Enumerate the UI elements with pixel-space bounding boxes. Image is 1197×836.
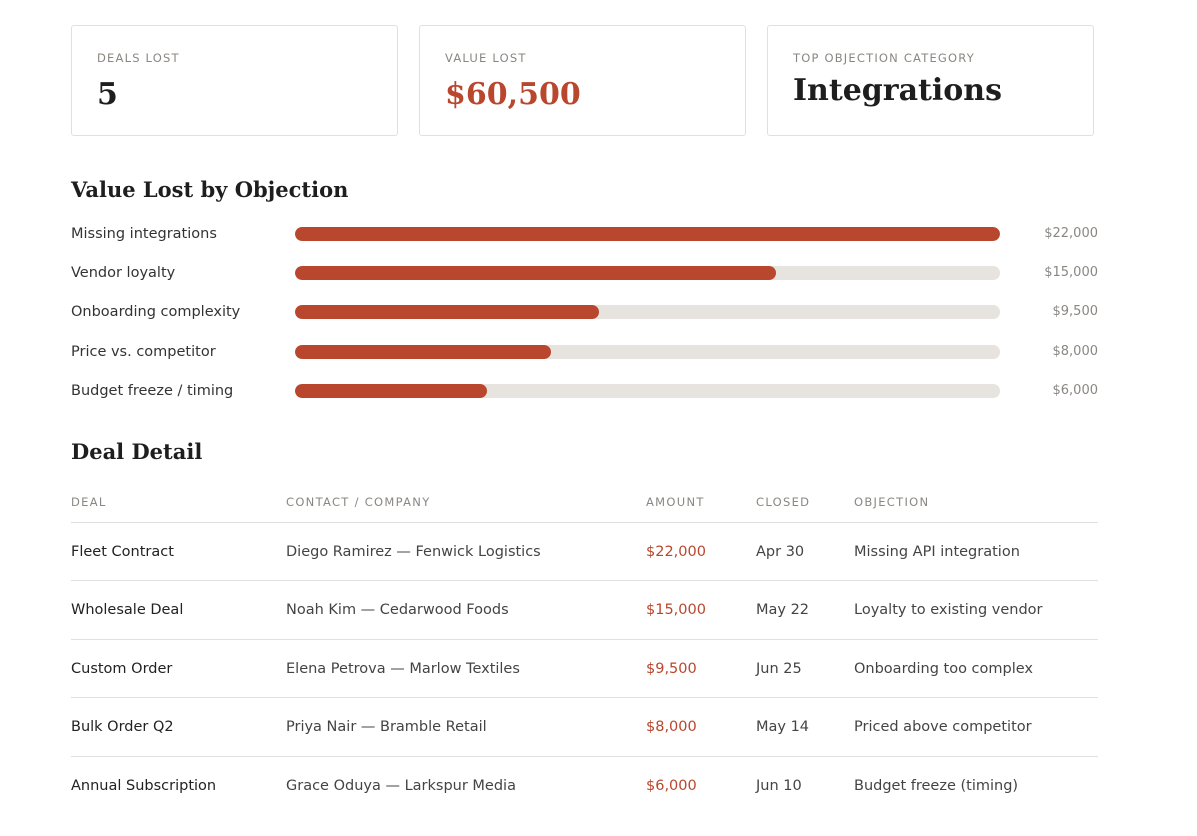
kpi-value: $60,500 bbox=[445, 77, 581, 112]
kpi-label: VALUE LOST bbox=[445, 51, 527, 65]
deal-cell: Bulk Order Q2 bbox=[71, 697, 286, 757]
amount-cell: $9,500 bbox=[646, 639, 756, 699]
bar-value-label: $8,000 bbox=[1052, 343, 1099, 359]
bar-category-label: Onboarding complexity bbox=[71, 304, 241, 321]
objection-cell: Missing API integration bbox=[854, 522, 1098, 582]
kpi-value: 5 bbox=[97, 77, 118, 112]
kpi-card-deals-lost: DEALS LOST 5 bbox=[71, 25, 398, 136]
bar-fill bbox=[295, 266, 776, 281]
table-header-row: DEAL CONTACT / COMPANY AMOUNT CLOSED OBJ… bbox=[71, 481, 1098, 523]
deal-cell: Custom Order bbox=[71, 639, 286, 699]
objection-cell: Budget freeze (timing) bbox=[854, 777, 1019, 794]
contact-cell: Priya Nair — Bramble Retail bbox=[286, 697, 646, 757]
objection-cell: Priced above competitor bbox=[854, 697, 1098, 757]
bar-fill bbox=[295, 383, 488, 398]
table-row: Fleet Contract Diego Ramirez — Fenwick Lo… bbox=[71, 522, 1098, 582]
contact-cell: Elena Petrova — Marlow Textiles bbox=[286, 639, 646, 699]
table-row: Annual Subscription Grace Oduya — Larkspu… bbox=[71, 756, 1098, 814]
bar-fill bbox=[295, 305, 600, 320]
deal-cell: Annual Subscription bbox=[71, 777, 217, 794]
deal-cell: Fleet Contract bbox=[71, 522, 286, 582]
objection-cell: Onboarding too complex bbox=[854, 639, 1098, 699]
bar-category-label: Budget freeze / timing bbox=[71, 382, 234, 399]
bar-track bbox=[295, 305, 1000, 320]
amount-cell: $22,000 bbox=[646, 522, 756, 582]
bar-category-label: Vendor loyalty bbox=[71, 265, 176, 282]
bar-fill bbox=[295, 344, 552, 359]
kpi-value: Integrations bbox=[793, 73, 1002, 108]
closed-cell: Apr 30 bbox=[756, 522, 854, 582]
deal-cell: Wholesale Deal bbox=[71, 580, 286, 640]
bar-category-label: Price vs. competitor bbox=[71, 343, 216, 360]
column-header-closed: CLOSED bbox=[756, 481, 854, 523]
bar-value-label: $15,000 bbox=[1044, 265, 1098, 281]
bar-value-label: $22,000 bbox=[1044, 226, 1098, 241]
table-row: Bulk Order Q2 Priya Nair — Bramble Retail… bbox=[71, 697, 1098, 757]
closed-cell: Jun 10 bbox=[756, 777, 802, 794]
closed-cell: May 22 bbox=[756, 580, 854, 640]
bar-fill bbox=[295, 227, 1000, 241]
objection-bar-chart: Missing integrations $22,000 Vendor loyalt… bbox=[71, 218, 1098, 414]
column-header-contact: CONTACT / COMPANY bbox=[286, 481, 646, 523]
deal-detail-title: Deal Detail bbox=[71, 438, 203, 464]
closed-cell: Jun 25 bbox=[756, 639, 854, 699]
bar-value-label: $6,000 bbox=[1052, 382, 1099, 398]
contact-cell: Diego Ramirez — Fenwick Logistics bbox=[286, 522, 646, 582]
amount-cell: $8,000 bbox=[646, 697, 756, 757]
amount-cell: $6,000 bbox=[646, 777, 697, 794]
contact-cell: Noah Kim — Cedarwood Foods bbox=[286, 580, 646, 640]
table-row: Wholesale Deal Noah Kim — Cedarwood Foods… bbox=[71, 580, 1098, 640]
closed-cell: May 14 bbox=[756, 697, 854, 757]
contact-cell: Grace Oduya — Larkspur Media bbox=[286, 777, 516, 794]
column-header-objection: OBJECTION bbox=[854, 481, 1098, 523]
bar-row: Vendor loyalty $15,000 bbox=[71, 257, 1098, 296]
bar-row: Onboarding complexity $9,500 bbox=[71, 296, 1098, 335]
amount-cell: $15,000 bbox=[646, 580, 756, 640]
dashboard: DEALS LOST 5 VALUE LOST $60,500 TOP OBJE… bbox=[71, 25, 1098, 814]
kpi-label: TOP OBJECTION CATEGORY bbox=[793, 51, 975, 65]
bar-value-label: $9,500 bbox=[1052, 304, 1099, 320]
bar-track bbox=[295, 344, 1000, 359]
bar-row: Price vs. competitor $8,000 bbox=[71, 336, 1098, 375]
deal-detail-table: DEAL CONTACT / COMPANY AMOUNT CLOSED OBJ… bbox=[71, 481, 1098, 815]
bar-row: Missing integrations $22,000 bbox=[71, 218, 1098, 257]
column-header-deal: DEAL bbox=[71, 481, 286, 523]
bar-track bbox=[295, 266, 1000, 281]
chart-title: Value Lost by Objection bbox=[71, 177, 349, 202]
kpi-row: DEALS LOST 5 VALUE LOST $60,500 TOP OBJE… bbox=[71, 25, 1098, 136]
objection-cell: Loyalty to existing vendor bbox=[854, 580, 1098, 640]
bar-row: Budget freeze / timing $6,000 bbox=[71, 375, 1098, 414]
table-row: Custom Order Elena Petrova — Marlow Texti… bbox=[71, 639, 1098, 699]
kpi-card-value-lost: VALUE LOST $60,500 bbox=[419, 25, 746, 136]
kpi-label: DEALS LOST bbox=[97, 51, 180, 65]
bar-track bbox=[295, 227, 1000, 241]
kpi-card-top-objection: TOP OBJECTION CATEGORY Integrations bbox=[767, 25, 1094, 136]
bar-track bbox=[295, 383, 1000, 398]
bar-category-label: Missing integrations bbox=[71, 226, 217, 242]
column-header-amount: AMOUNT bbox=[646, 481, 756, 523]
